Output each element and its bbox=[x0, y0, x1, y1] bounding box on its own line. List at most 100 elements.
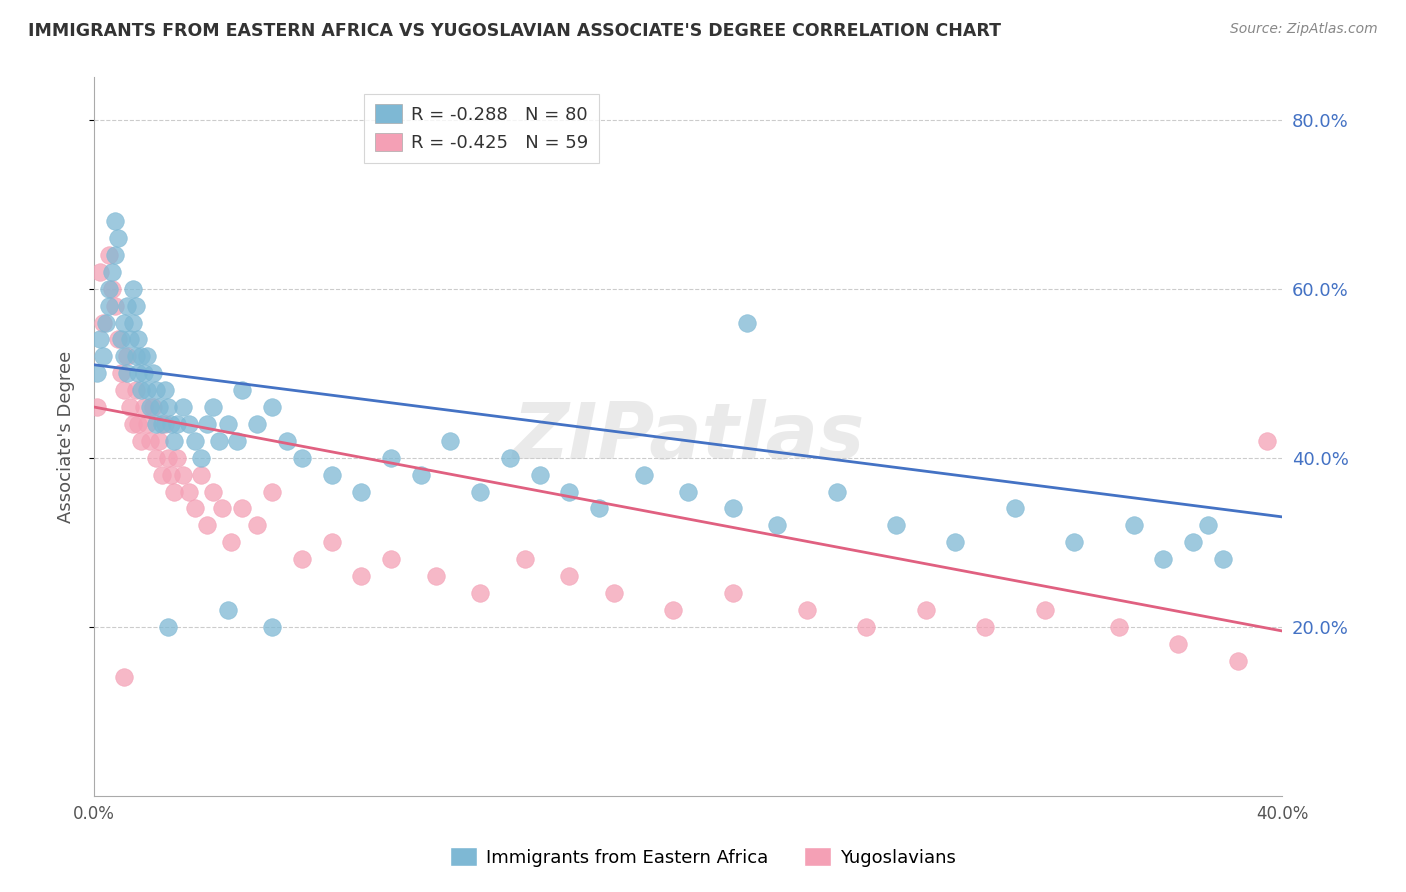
Point bbox=[184, 501, 207, 516]
Point bbox=[86, 366, 108, 380]
Point bbox=[172, 400, 194, 414]
Point bbox=[884, 518, 907, 533]
Point bbox=[201, 400, 224, 414]
Point bbox=[100, 282, 122, 296]
Point bbox=[246, 417, 269, 431]
Point bbox=[136, 349, 159, 363]
Point bbox=[321, 467, 343, 482]
Point bbox=[139, 434, 162, 448]
Point bbox=[1167, 637, 1189, 651]
Point bbox=[231, 501, 253, 516]
Point bbox=[588, 501, 610, 516]
Point bbox=[380, 552, 402, 566]
Point bbox=[855, 620, 877, 634]
Point bbox=[97, 282, 120, 296]
Text: IMMIGRANTS FROM EASTERN AFRICA VS YUGOSLAVIAN ASSOCIATE'S DEGREE CORRELATION CHA: IMMIGRANTS FROM EASTERN AFRICA VS YUGOSL… bbox=[28, 22, 1001, 40]
Point bbox=[217, 603, 239, 617]
Point bbox=[195, 417, 218, 431]
Point bbox=[86, 400, 108, 414]
Point bbox=[246, 518, 269, 533]
Point bbox=[291, 450, 314, 465]
Point bbox=[89, 333, 111, 347]
Point bbox=[262, 620, 284, 634]
Point bbox=[157, 450, 180, 465]
Point bbox=[766, 518, 789, 533]
Point bbox=[118, 400, 141, 414]
Point bbox=[118, 333, 141, 347]
Point bbox=[425, 569, 447, 583]
Point bbox=[148, 400, 170, 414]
Point bbox=[131, 349, 153, 363]
Point bbox=[157, 620, 180, 634]
Text: ZIPatlas: ZIPatlas bbox=[512, 399, 865, 475]
Point bbox=[145, 417, 167, 431]
Point bbox=[499, 450, 522, 465]
Point bbox=[121, 417, 143, 431]
Point bbox=[94, 316, 117, 330]
Point bbox=[157, 400, 180, 414]
Point bbox=[163, 434, 186, 448]
Point bbox=[107, 231, 129, 245]
Point bbox=[825, 484, 848, 499]
Point bbox=[91, 316, 114, 330]
Point bbox=[136, 417, 159, 431]
Point bbox=[160, 467, 183, 482]
Point bbox=[112, 349, 135, 363]
Point bbox=[110, 333, 132, 347]
Point bbox=[115, 349, 138, 363]
Point bbox=[121, 282, 143, 296]
Point bbox=[1212, 552, 1234, 566]
Point bbox=[150, 467, 173, 482]
Point bbox=[97, 299, 120, 313]
Point bbox=[145, 383, 167, 397]
Point bbox=[291, 552, 314, 566]
Legend: R = -0.288   N = 80, R = -0.425   N = 59: R = -0.288 N = 80, R = -0.425 N = 59 bbox=[364, 94, 599, 163]
Point bbox=[89, 265, 111, 279]
Point bbox=[529, 467, 551, 482]
Point bbox=[166, 417, 188, 431]
Point bbox=[127, 333, 149, 347]
Point bbox=[177, 484, 200, 499]
Point bbox=[104, 214, 127, 228]
Point bbox=[796, 603, 818, 617]
Point bbox=[155, 383, 177, 397]
Point bbox=[136, 383, 159, 397]
Point bbox=[134, 400, 156, 414]
Point bbox=[124, 383, 146, 397]
Point bbox=[1063, 535, 1085, 549]
Point bbox=[676, 484, 699, 499]
Point bbox=[439, 434, 461, 448]
Point bbox=[142, 400, 165, 414]
Point bbox=[166, 450, 188, 465]
Point bbox=[91, 349, 114, 363]
Point bbox=[468, 484, 491, 499]
Point bbox=[112, 316, 135, 330]
Point bbox=[1256, 434, 1278, 448]
Point bbox=[1182, 535, 1205, 549]
Point bbox=[225, 434, 247, 448]
Point bbox=[163, 484, 186, 499]
Point bbox=[208, 434, 231, 448]
Point bbox=[945, 535, 967, 549]
Point bbox=[1033, 603, 1056, 617]
Point bbox=[115, 299, 138, 313]
Point bbox=[107, 333, 129, 347]
Point bbox=[190, 450, 212, 465]
Point bbox=[112, 383, 135, 397]
Point bbox=[633, 467, 655, 482]
Point bbox=[190, 467, 212, 482]
Point bbox=[131, 434, 153, 448]
Point bbox=[914, 603, 936, 617]
Point bbox=[217, 417, 239, 431]
Point bbox=[662, 603, 685, 617]
Point bbox=[172, 467, 194, 482]
Point bbox=[112, 670, 135, 684]
Point bbox=[110, 366, 132, 380]
Point bbox=[262, 400, 284, 414]
Point bbox=[321, 535, 343, 549]
Point bbox=[115, 366, 138, 380]
Point bbox=[124, 349, 146, 363]
Point bbox=[721, 501, 744, 516]
Point bbox=[468, 586, 491, 600]
Point bbox=[262, 484, 284, 499]
